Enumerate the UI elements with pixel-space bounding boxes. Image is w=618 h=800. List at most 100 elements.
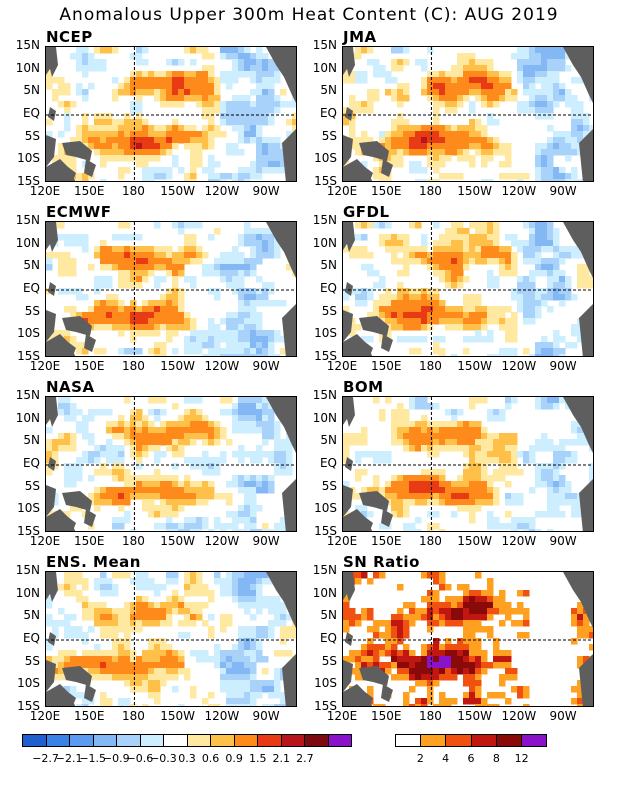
colorbar-label: 6 (467, 752, 475, 765)
anomaly-colorbar (22, 734, 352, 747)
colorbar-label: 8 (492, 752, 500, 765)
land-mask (266, 572, 296, 628)
land-mask (363, 692, 373, 706)
land-mask (359, 316, 389, 336)
land-mask (84, 159, 96, 177)
land-mask (48, 632, 56, 646)
lon-tick-label: 120W (501, 359, 537, 373)
land-mask (66, 167, 76, 181)
panel-title: NCEP (46, 28, 93, 46)
colorbar-label: 1.5 (248, 752, 267, 765)
lat-tick-label: 5S (24, 653, 40, 668)
lon-tick-label: 180 (418, 709, 442, 723)
colorbar-label: 0.3 (178, 752, 196, 765)
land-mask (266, 397, 296, 453)
lat-tick-label: 10N (15, 585, 40, 600)
colorbar-swatch (328, 735, 351, 746)
colorbar-swatch (471, 735, 497, 746)
colorbar-swatch (117, 735, 141, 746)
lat-tick-label: EQ (22, 281, 40, 295)
lon-tick-label: 150E (73, 184, 105, 198)
colorbar-label: −0.3 (150, 752, 177, 765)
map-plot-area (342, 571, 594, 707)
lat-tick-label: EQ (319, 106, 337, 120)
lon-tick-label: 120E (29, 184, 61, 198)
lon-tick-label: 120E (29, 709, 61, 723)
colorbar-swatch (421, 735, 447, 746)
map-panel: ECMWF 15N 10N 5N EQ 5S 10S 15S 120E 150E 180 150W 12… (0, 203, 300, 381)
lon-tick-label: 90W (252, 184, 280, 198)
sn-ratio-colorbar (395, 734, 547, 747)
land-mask (343, 572, 355, 602)
lat-tick-label: 10S (314, 501, 337, 516)
lon-tick-label: 150W (160, 709, 196, 723)
lat-tick-label: 10S (17, 501, 40, 516)
land-mask (359, 141, 389, 161)
land-mask (381, 334, 393, 352)
lon-tick-label: 150E (73, 359, 105, 373)
land-mask (343, 485, 353, 517)
colorbar-swatch (93, 735, 117, 746)
lat-tick-label: 15N (312, 563, 337, 577)
land-mask (48, 282, 56, 296)
lon-tick-label: 120W (204, 534, 240, 548)
land-mask (266, 47, 296, 103)
land-mask (46, 47, 58, 77)
lon-tick-label: 120E (29, 534, 61, 548)
panel-title: ENS. Mean (46, 553, 141, 571)
lat-tick-label: 5N (23, 258, 40, 273)
lon-tick-label: 150E (370, 534, 402, 548)
land-mask (46, 572, 58, 602)
panel-title: NASA (46, 378, 95, 396)
lat-tick-label: EQ (319, 281, 337, 295)
land-mask (48, 457, 56, 471)
colorbar-swatch (164, 735, 188, 746)
lat-tick-label: 15N (15, 38, 40, 52)
map-panel: BOM 15N 10N 5N EQ 5S 10S 15S 120E 150E 180 150W 120W… (297, 378, 597, 556)
lat-tick-label: 15S (17, 699, 40, 713)
lat-tick-label: EQ (22, 456, 40, 470)
land-mask (345, 282, 353, 296)
lat-tick-label: 10N (312, 60, 337, 75)
lat-tick-label: 15N (15, 563, 40, 577)
land-mask (62, 491, 92, 511)
lat-tick-label: 5S (24, 478, 40, 493)
lat-tick-label: 15N (312, 213, 337, 227)
lon-tick-label: 150E (370, 184, 402, 198)
map-panel: GFDL 15N 10N 5N EQ 5S 10S 15S 120E 150E 180 150W 120… (297, 203, 597, 381)
colorbar-swatch (446, 735, 472, 746)
lon-tick-label: 90W (549, 534, 577, 548)
lat-tick-label: 10N (312, 585, 337, 600)
map-plot-area (342, 221, 594, 357)
lon-tick-label: 120W (501, 709, 537, 723)
lon-tick-label: 150W (457, 534, 493, 548)
lon-tick-label: 90W (549, 709, 577, 723)
land-mask (62, 141, 92, 161)
lon-tick-label: 90W (252, 359, 280, 373)
colorbar-label: 0.9 (225, 752, 243, 765)
land-mask (84, 509, 96, 527)
lat-tick-label: 15S (314, 349, 337, 363)
land-mask (282, 654, 296, 706)
land-mask (343, 397, 355, 427)
map-panel: SN Ratio 15N 10N 5N EQ 5S 10S 15S 120E 150E 180 150… (297, 553, 597, 731)
land-mask (282, 129, 296, 181)
lon-tick-label: 180 (121, 359, 145, 373)
lat-tick-label: 5N (320, 433, 337, 448)
lat-tick-label: 5S (321, 303, 337, 318)
map-panel: NASA 15N 10N 5N EQ 5S 10S 15S 120E 150E 180 150W 120… (0, 378, 300, 556)
land-mask (48, 107, 56, 121)
lat-tick-label: 5N (320, 608, 337, 623)
lon-tick-label: 90W (549, 359, 577, 373)
land-mask (343, 135, 353, 167)
land-mask (359, 491, 389, 511)
lon-tick-label: 120W (501, 534, 537, 548)
colorbar-label: −0.6 (126, 752, 154, 765)
lon-tick-label: 120E (326, 534, 358, 548)
land-mask (343, 310, 353, 342)
lon-tick-label: 180 (418, 534, 442, 548)
lon-tick-label: 180 (418, 359, 442, 373)
colorbar-label: 0.6 (201, 752, 220, 765)
land-mask (46, 222, 58, 252)
colorbar-label: −2.7 (32, 752, 59, 765)
